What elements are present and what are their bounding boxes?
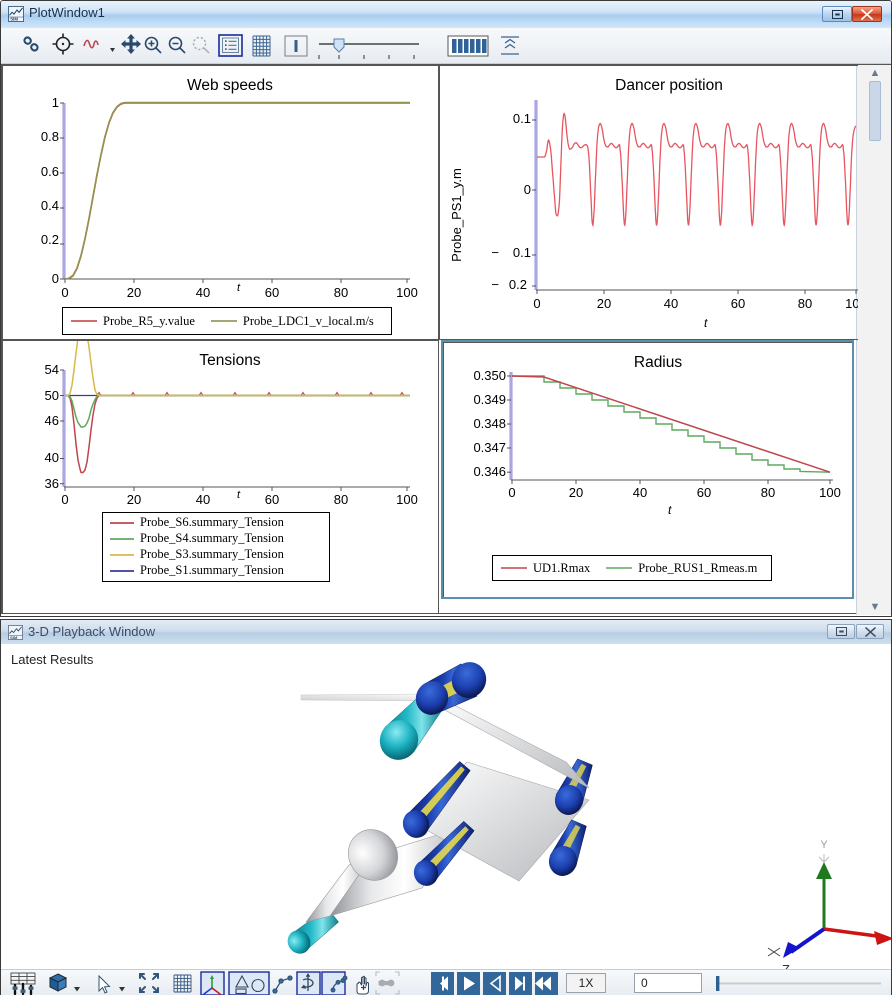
- svg-text:0.2: 0.2: [41, 232, 59, 247]
- svg-text:40: 40: [45, 450, 59, 465]
- svg-text:60: 60: [697, 485, 711, 500]
- svg-text:Probe_PS1_y.m: Probe_PS1_y.m: [449, 168, 464, 262]
- svg-text:0: 0: [61, 285, 68, 300]
- svg-text:SIM: SIM: [10, 635, 18, 640]
- svg-text:100: 100: [845, 296, 858, 311]
- svg-text:0.6: 0.6: [41, 164, 59, 179]
- svg-text:0.349: 0.349: [473, 392, 506, 407]
- svg-text:Tensions: Tensions: [199, 352, 260, 369]
- svg-text:100: 100: [396, 285, 418, 300]
- svg-text:20: 20: [127, 492, 141, 507]
- svg-text:0.8: 0.8: [41, 129, 59, 144]
- svg-text:Dancer position: Dancer position: [615, 77, 723, 94]
- svg-text:60: 60: [731, 296, 745, 311]
- svg-text:80: 80: [761, 485, 775, 500]
- svg-text:0.2: 0.2: [509, 277, 527, 292]
- svg-text:0.347: 0.347: [473, 440, 506, 455]
- svg-text:0.4: 0.4: [41, 198, 59, 213]
- svg-text:t: t: [668, 503, 672, 517]
- svg-text:Z: Z: [782, 962, 790, 969]
- svg-text:20: 20: [569, 485, 583, 500]
- svg-text:1: 1: [52, 95, 59, 110]
- svg-text:50: 50: [45, 388, 59, 403]
- svg-text:0.348: 0.348: [473, 416, 506, 431]
- svg-text:60: 60: [265, 285, 279, 300]
- svg-text:−: −: [491, 245, 499, 260]
- svg-text:100: 100: [396, 492, 418, 507]
- svg-text:0.1: 0.1: [513, 245, 531, 260]
- svg-text:40: 40: [633, 485, 647, 500]
- svg-text:0.350: 0.350: [473, 368, 506, 383]
- svg-text:80: 80: [798, 296, 812, 311]
- svg-text:Web speeds: Web speeds: [187, 77, 273, 94]
- svg-text:t: t: [237, 282, 241, 294]
- svg-text:46: 46: [45, 413, 59, 428]
- svg-text:0: 0: [524, 182, 531, 197]
- svg-text:20: 20: [127, 285, 141, 300]
- svg-text:80: 80: [334, 285, 348, 300]
- svg-text:0: 0: [52, 271, 59, 286]
- svg-text:36: 36: [45, 476, 59, 491]
- svg-text:40: 40: [664, 296, 678, 311]
- svg-text:t: t: [237, 489, 241, 501]
- svg-text:SIM: SIM: [10, 17, 18, 22]
- svg-text:0: 0: [61, 492, 68, 507]
- svg-text:20: 20: [597, 296, 611, 311]
- svg-text:0: 0: [508, 485, 515, 500]
- svg-text:Y: Y: [820, 839, 828, 851]
- svg-text:40: 40: [196, 285, 210, 300]
- svg-text:40: 40: [196, 492, 210, 507]
- svg-text:100: 100: [819, 485, 841, 500]
- svg-text:54: 54: [45, 362, 59, 377]
- svg-text:t: t: [704, 316, 708, 330]
- svg-text:Radius: Radius: [634, 354, 682, 371]
- svg-text:0: 0: [533, 296, 540, 311]
- svg-text:0.1: 0.1: [513, 111, 531, 126]
- svg-text:0.346: 0.346: [473, 464, 506, 479]
- svg-text:60: 60: [265, 492, 279, 507]
- svg-text:80: 80: [334, 492, 348, 507]
- svg-text:−: −: [491, 277, 499, 292]
